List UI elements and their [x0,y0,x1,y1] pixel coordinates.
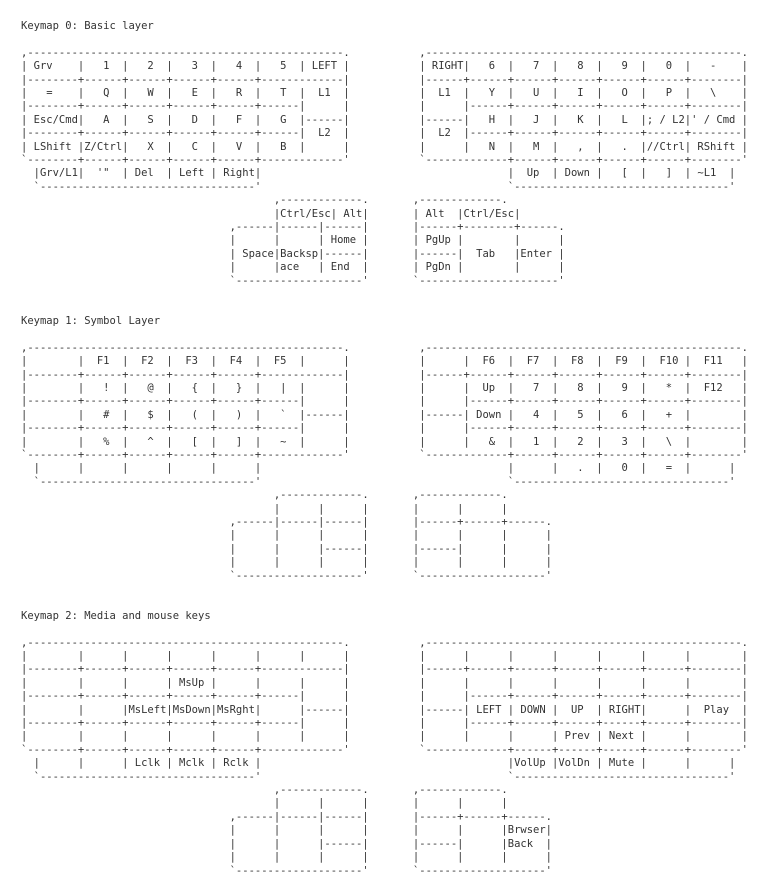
keymap-1-title: Keymap 1: Symbol Layer [21,314,161,327]
keymap-section-basic-layer: Keymap 0: Basic layer ,-----------------… [21,20,765,288]
keymap-0-title: Keymap 0: Basic layer [21,20,154,32]
keymap-section-symbol-layer: Keymap 1: Symbol Layer ,----------------… [21,315,765,583]
keymap-2-title: Keymap 2: Media and mouse keys [21,609,211,622]
keymap-0-ascii-diagram: ,---------------------------------------… [21,46,748,287]
keymap-1-ascii-diagram: ,---------------------------------------… [21,341,748,582]
keymap-2-ascii-diagram: ,---------------------------------------… [21,636,748,877]
keymap-section-media-mouse-layer: Keymap 2: Media and mouse keys ,--------… [21,610,765,878]
